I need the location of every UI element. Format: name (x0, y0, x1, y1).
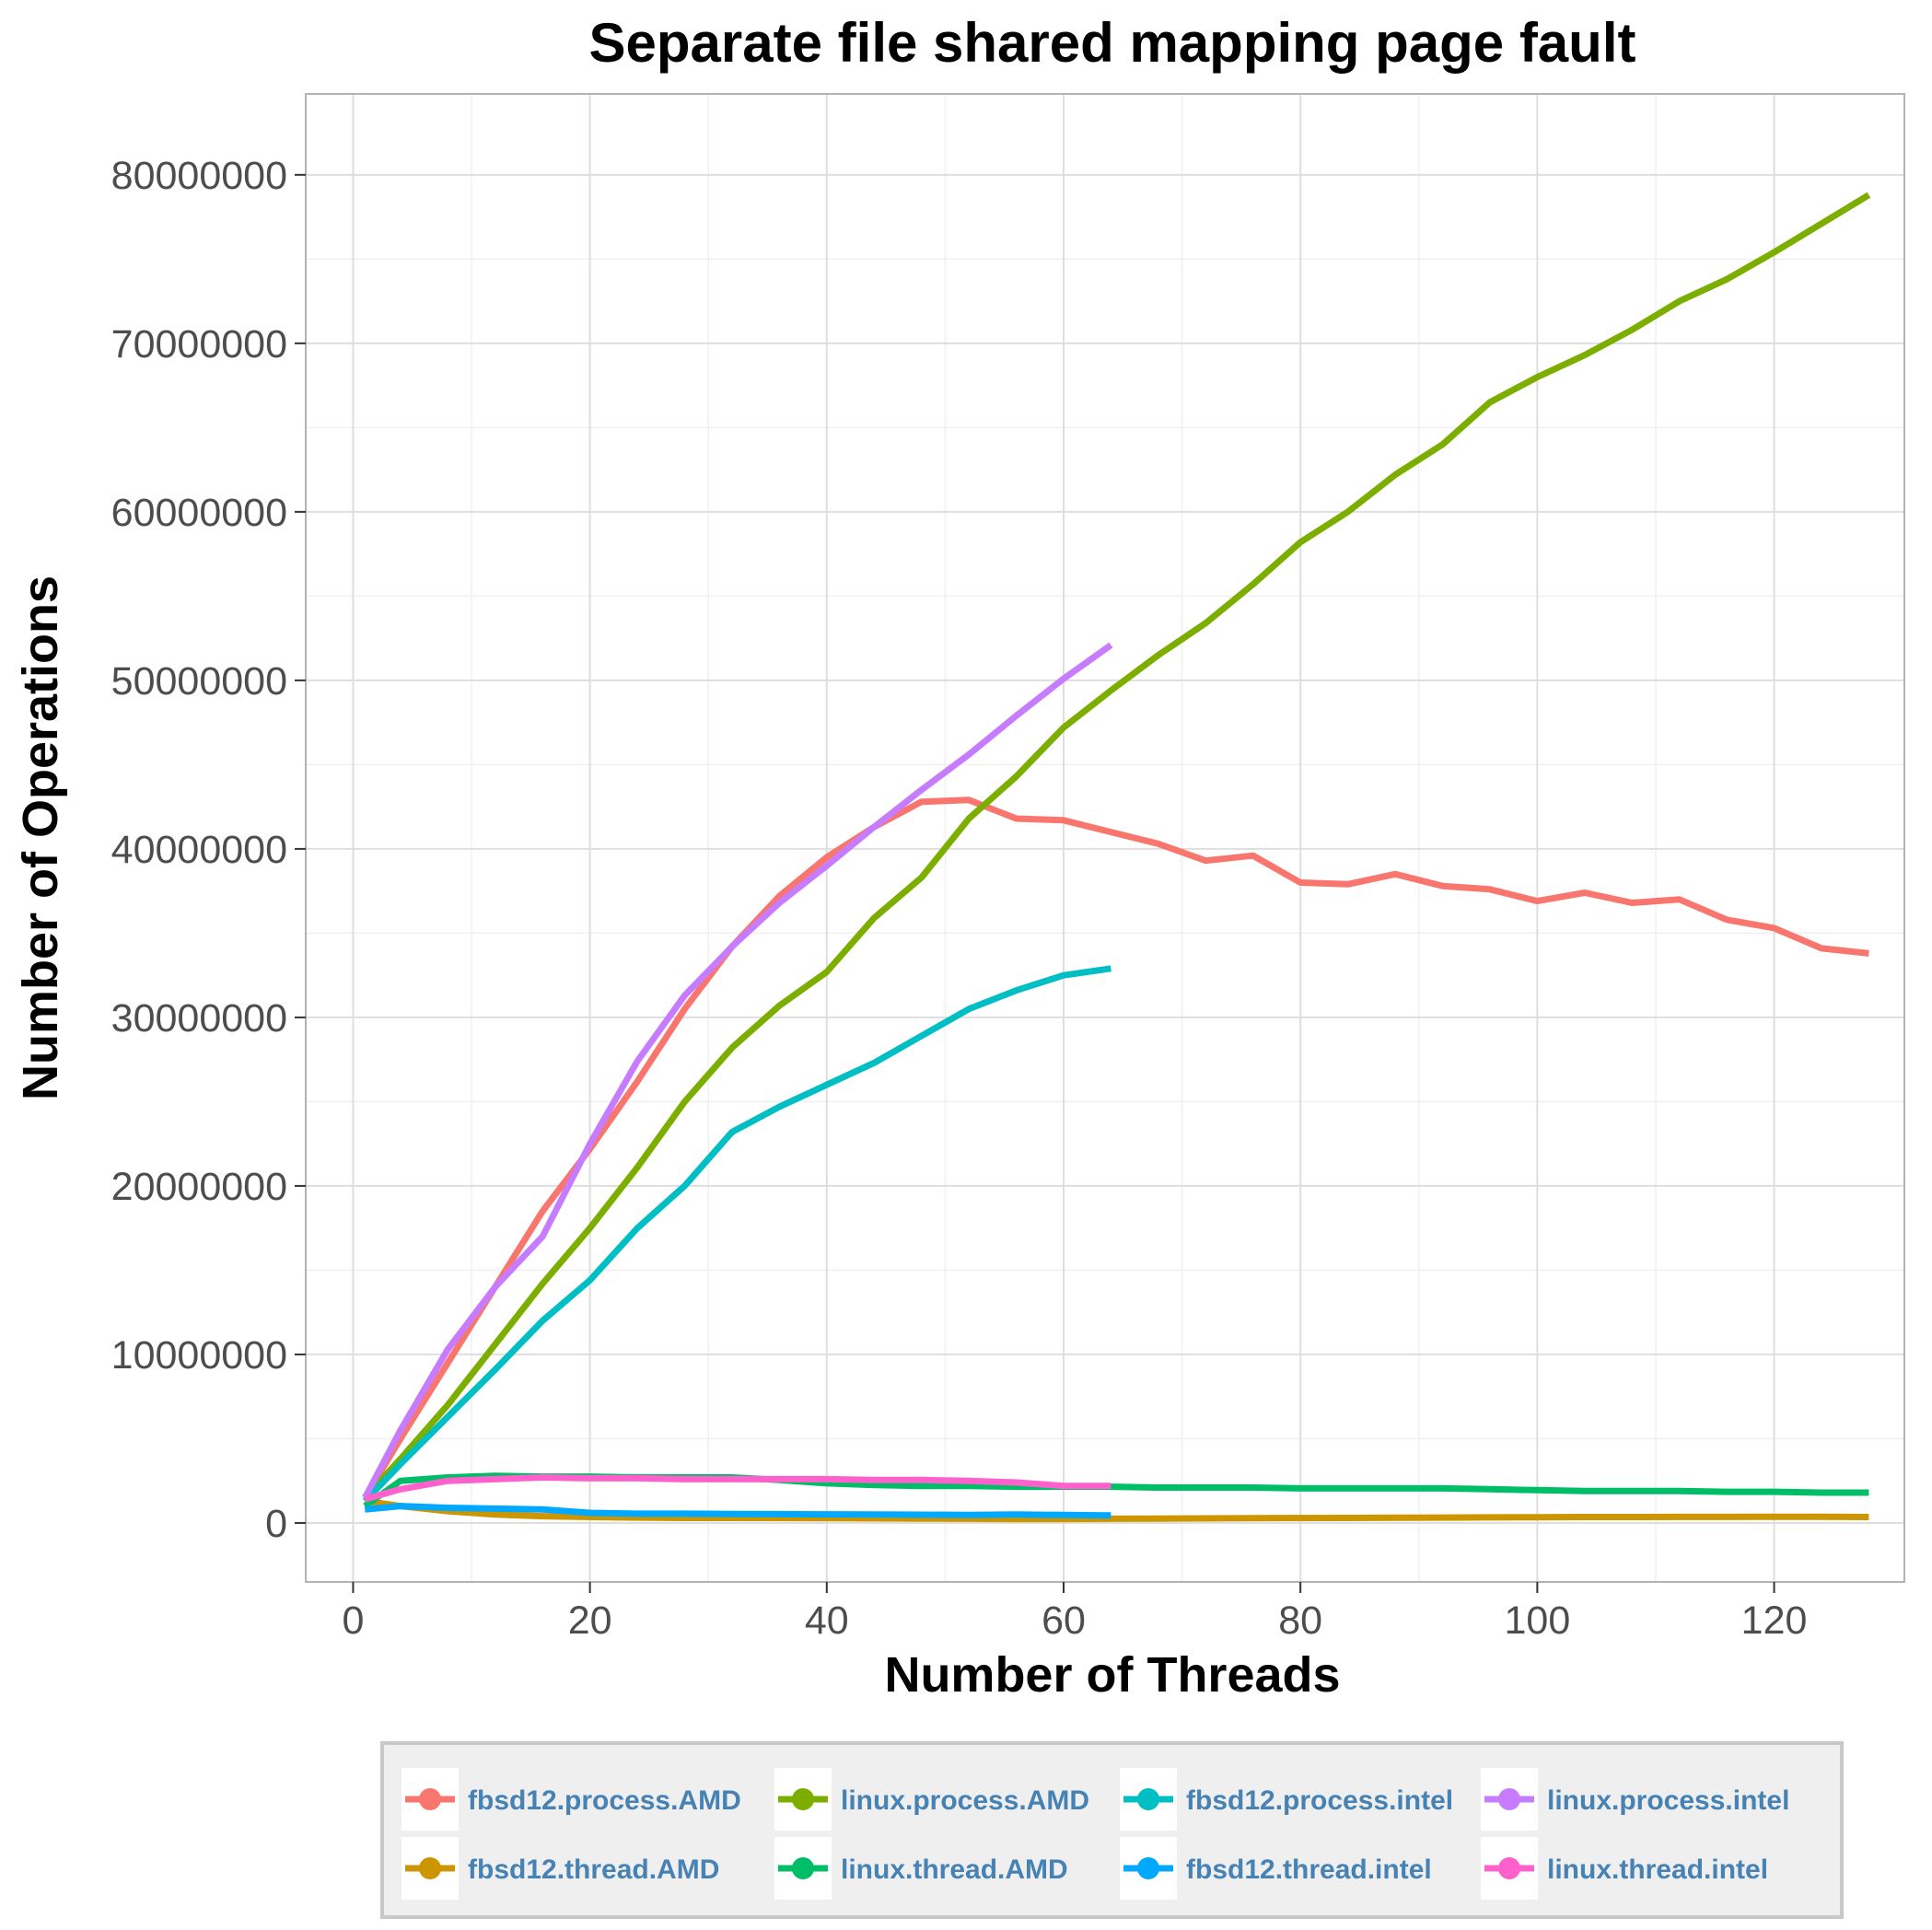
chart-title: Separate file shared mapping page fault (589, 12, 1636, 74)
legend-box (380, 1741, 1844, 1919)
legend-label: linux.thread.intel (1547, 1854, 1768, 1885)
legend-item-linux-thread-intel: linux.thread.intel (1481, 1837, 1768, 1900)
plot-border (305, 93, 1905, 1583)
series-lines (362, 192, 1871, 1523)
legend-label: linux.process.AMD (841, 1785, 1089, 1816)
x-tick-label: 80 (1278, 1599, 1322, 1643)
plot-grid (306, 94, 1904, 1582)
legend-item-fbsd12-thread-AMD: fbsd12.thread.AMD (402, 1837, 719, 1900)
x-tick-label: 40 (805, 1599, 849, 1643)
legend-item-fbsd12-process-intel: fbsd12.process.intel (1120, 1768, 1453, 1831)
legend-label: linux.thread.AMD (841, 1854, 1068, 1885)
y-axis: 0 10000000 20000000 30000000 40000000 5000000… (111, 154, 306, 1546)
legend-item-linux-process-AMD: linux.process.AMD (774, 1768, 1089, 1831)
series-line-fbsd12-process-intel (362, 965, 1111, 1504)
x-tick-label: 100 (1504, 1599, 1570, 1643)
x-tick-label: 0 (342, 1599, 364, 1643)
legend-label: fbsd12.thread.AMD (468, 1854, 719, 1885)
legend-key-point (1498, 1788, 1520, 1810)
legend-item-linux-process-intel: linux.process.intel (1481, 1768, 1789, 1831)
y-tick-label: 80000000 (111, 154, 287, 198)
series-line-fbsd12-thread-AMD (364, 1497, 1869, 1523)
y-axis-label: Number of Operations (13, 576, 68, 1100)
series-line-linux-process-AMD (362, 192, 1871, 1500)
y-tick-label: 20000000 (111, 1165, 287, 1209)
x-tick-label: 120 (1741, 1599, 1808, 1643)
legend-label: fbsd12.process.AMD (468, 1785, 741, 1816)
y-tick-label: 50000000 (111, 659, 287, 703)
x-tick-label: 60 (1042, 1599, 1086, 1643)
legend-item-fbsd12-process-AMD: fbsd12.process.AMD (402, 1768, 741, 1831)
x-axis-label: Number of Threads (884, 1647, 1340, 1703)
series-line-fbsd12-thread-intel (364, 1503, 1111, 1519)
series-line-linux-thread-intel (364, 1474, 1111, 1503)
legend-key-point (419, 1788, 441, 1810)
legend-key-point (1137, 1788, 1159, 1810)
x-tick-label: 20 (568, 1599, 612, 1643)
x-axis: 0 20 40 60 80 100 120 (342, 1582, 1807, 1643)
y-tick-label: 60000000 (111, 491, 287, 535)
series-line-fbsd12-process-AMD (362, 796, 1869, 1500)
legend-key-point (792, 1788, 814, 1810)
legend-label: fbsd12.thread.intel (1186, 1854, 1432, 1885)
legend-item-fbsd12-thread-intel: fbsd12.thread.intel (1120, 1837, 1432, 1900)
y-tick-label: 30000000 (111, 996, 287, 1041)
legend-key-point (419, 1857, 441, 1879)
legend-key-point (1498, 1857, 1520, 1879)
y-tick-label: 10000000 (111, 1333, 287, 1378)
legend-key-point (1137, 1857, 1159, 1879)
legend-item-linux-thread-AMD: linux.thread.AMD (774, 1837, 1068, 1900)
y-tick-label: 70000000 (111, 322, 287, 366)
legend-key-point (792, 1857, 814, 1879)
legend: fbsd12.process.AMD fbsd12.thread.AMD linux… (380, 1741, 1844, 1919)
legend-label: fbsd12.process.intel (1186, 1785, 1453, 1816)
legend-label: linux.process.intel (1547, 1785, 1789, 1816)
y-tick-label: 0 (265, 1502, 287, 1546)
series-line-linux-process-intel (362, 642, 1113, 1500)
y-tick-label: 40000000 (111, 828, 287, 872)
